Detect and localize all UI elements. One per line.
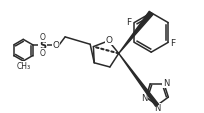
Text: O: O: [40, 49, 45, 58]
Text: O: O: [53, 41, 60, 50]
Polygon shape: [119, 54, 159, 106]
Polygon shape: [119, 12, 153, 54]
Text: CH₃: CH₃: [16, 62, 30, 71]
Text: N: N: [141, 93, 147, 102]
Text: F: F: [170, 38, 175, 47]
Text: F: F: [126, 18, 131, 27]
Text: O: O: [40, 33, 45, 42]
Text: O: O: [105, 36, 113, 45]
Text: N: N: [154, 103, 160, 112]
Text: S: S: [39, 40, 46, 50]
Text: N: N: [163, 79, 169, 88]
